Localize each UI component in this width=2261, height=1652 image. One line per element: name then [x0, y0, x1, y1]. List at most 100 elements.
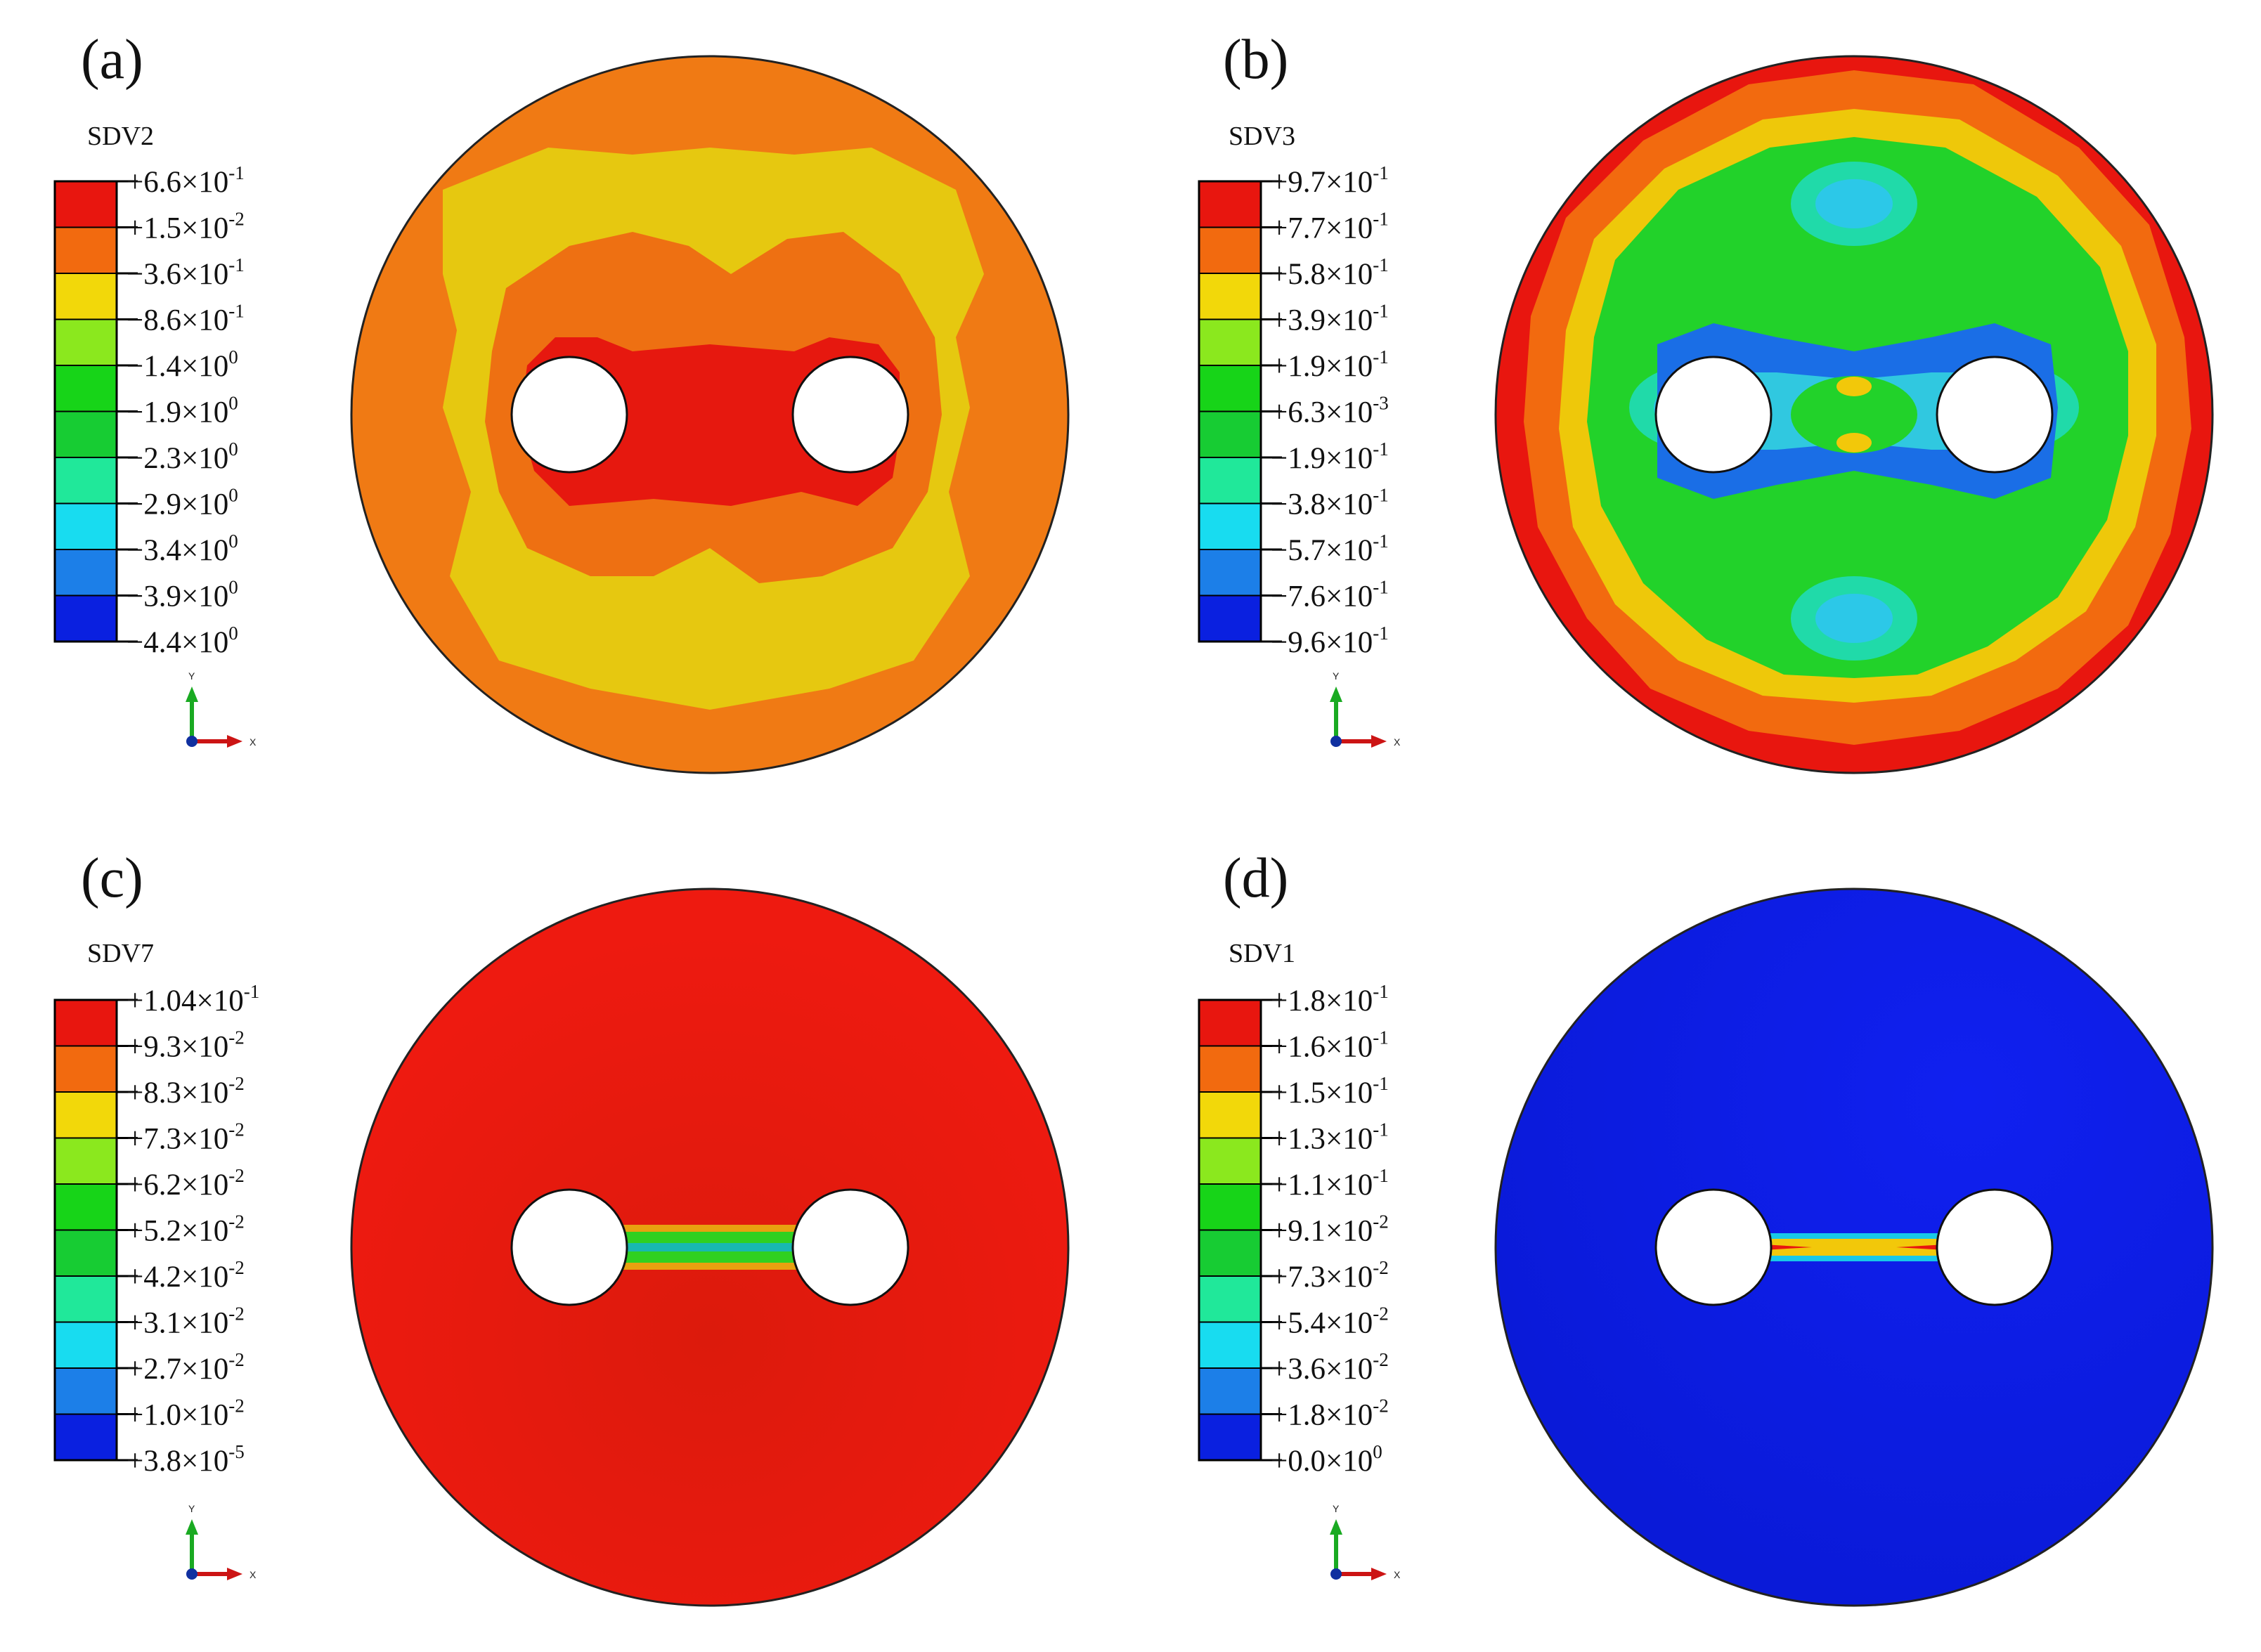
legend-swatch [54, 457, 117, 505]
legend-swatch [1198, 999, 1262, 1047]
panel-label-a: (a) [81, 29, 143, 91]
legend-swatch [1198, 1367, 1262, 1415]
legend-swatch [1198, 1321, 1262, 1369]
legend-tick-label: +5.2×10-2 [127, 1211, 245, 1248]
hole-left [1654, 1188, 1773, 1306]
legend-swatch [54, 1321, 117, 1369]
axis-triad-c: YX [186, 1504, 257, 1580]
legend-tick-label: +4.2×10-2 [127, 1257, 245, 1294]
x-axis-label: X [1394, 1569, 1401, 1580]
x-axis-label: X [250, 1569, 257, 1580]
legend-swatch [1198, 1091, 1262, 1139]
y-axis-label: Y [188, 671, 195, 682]
legend-tick-label: +1.8×10-2 [1271, 1396, 1389, 1432]
legend-swatch [54, 181, 117, 228]
legend-swatch [1198, 1183, 1262, 1231]
legend-a: +6.6×10-1 +1.5×10-2 −3.6×10-1 −8.6×10-1 −1.4… [53, 162, 245, 659]
legend-tick-label: +8.3×10-2 [127, 1073, 245, 1110]
legend-tick-label: +3.8×10-5 [127, 1441, 245, 1478]
x-axis-arrowhead [227, 735, 242, 748]
axis-triad-d: YX [1330, 1504, 1401, 1580]
y-axis-label: Y [1333, 671, 1340, 682]
legend-tick-label: +1.5×10-2 [127, 209, 245, 245]
legend-tick-label: +1.3×10-1 [1271, 1119, 1389, 1156]
legend-tick-label: +7.7×10-1 [1271, 209, 1389, 245]
legend-swatch [54, 594, 117, 642]
legend-tick-label: +1.9×10-1 [1271, 346, 1389, 383]
legend-tick-label: +1.1×10-1 [1271, 1165, 1389, 1202]
contour-field [1496, 889, 2213, 1606]
legend-tick-label: +3.6×10-2 [1271, 1349, 1389, 1386]
legend-swatch [1198, 1229, 1262, 1277]
ligament-core [569, 1243, 850, 1251]
y-axis-label: Y [1333, 1504, 1340, 1514]
legend-swatch [54, 1229, 117, 1277]
legend-swatch [54, 273, 117, 320]
legend-swatch [1198, 549, 1262, 597]
contour-disk-a [350, 55, 1070, 774]
legend-tick-label: +7.3×10-2 [127, 1119, 245, 1156]
legend-swatch [54, 1367, 117, 1415]
legend-title-d: SDV1 [1229, 939, 1296, 968]
legend-tick-label: −3.8×10-1 [1271, 485, 1389, 521]
legend-tick-label: +2.7×10-2 [127, 1349, 245, 1386]
legend-swatch [1198, 1045, 1262, 1093]
legend-tick-label: −2.3×100 [127, 438, 238, 475]
legend-tick-label: +6.6×10-1 [127, 162, 245, 199]
legend-tick-label: −1.9×10-1 [1271, 438, 1389, 475]
legend-tick-label: +5.4×10-2 [1271, 1303, 1389, 1340]
region-cyan [1815, 179, 1893, 228]
legend-tick-label: +6.2×10-2 [127, 1165, 245, 1202]
panel-c: (c) SDV7 +1.04×10-1 +9.3×10-2 +8.3×10-2 +7.… [0, 826, 1130, 1651]
legend-tick-label: +9.1×10-2 [1271, 1211, 1389, 1248]
hole-right [1936, 356, 2054, 474]
legend-swatch [54, 410, 117, 458]
legend-tick-label: +1.04×10-1 [127, 981, 259, 1017]
legend-swatch [54, 1045, 117, 1093]
region-cyan [1815, 594, 1893, 643]
x-axis-arrowhead [227, 1568, 242, 1580]
x-axis-arrowhead [1371, 1568, 1387, 1580]
legend-swatch [1198, 226, 1262, 274]
legend-swatch [54, 549, 117, 597]
disk-outline [1494, 887, 2214, 1607]
axis-origin [186, 1568, 197, 1580]
contour-field [351, 889, 1068, 1606]
disk-outline [350, 55, 1070, 774]
legend-tick-label: −3.4×100 [127, 531, 238, 567]
x-axis-label: X [250, 736, 257, 748]
legend-tick-label: +9.3×10-2 [127, 1027, 245, 1064]
legend-tick-label: −7.6×10-1 [1271, 577, 1389, 613]
region-green-center [1791, 376, 1917, 453]
legend-swatch [1198, 318, 1262, 366]
disk-outline [1494, 55, 2214, 774]
legend-tick-label: +1.8×10-1 [1271, 981, 1389, 1017]
y-axis-arrowhead [1330, 687, 1342, 702]
contour-disk-d [1494, 887, 2214, 1607]
legend-tick-label: +7.3×10-2 [1271, 1257, 1389, 1294]
legend-tick-label: +0.0×100 [1271, 1441, 1382, 1478]
legend-swatch [1198, 181, 1262, 228]
contour-field [1496, 56, 2213, 773]
y-axis-arrowhead [1330, 1519, 1342, 1535]
hole-left [1654, 356, 1773, 474]
panel-label-c: (c) [81, 847, 143, 909]
region-yellow-spot [1836, 377, 1872, 396]
legend-tick-label: −3.6×10-1 [127, 254, 245, 291]
legend-swatch [54, 1413, 117, 1461]
legend-swatch [1198, 457, 1262, 505]
legend-swatch [54, 1275, 117, 1323]
legend-tick-label: −1.4×100 [127, 346, 238, 383]
legend-swatch [1198, 502, 1262, 550]
axis-triad-a: YX [186, 671, 257, 748]
legend-title-a: SDV2 [87, 122, 155, 151]
y-axis-arrowhead [186, 1519, 198, 1535]
legend-swatch [1198, 1275, 1262, 1323]
legend-tick-label: +6.3×10-3 [1271, 393, 1389, 429]
legend-tick-label: +3.9×10-1 [1271, 301, 1389, 337]
axis-origin [1330, 1568, 1342, 1580]
legend-tick-label: −2.9×100 [127, 485, 238, 521]
legend-title-c: SDV7 [87, 939, 155, 968]
panel-label-b: (b) [1223, 29, 1289, 91]
